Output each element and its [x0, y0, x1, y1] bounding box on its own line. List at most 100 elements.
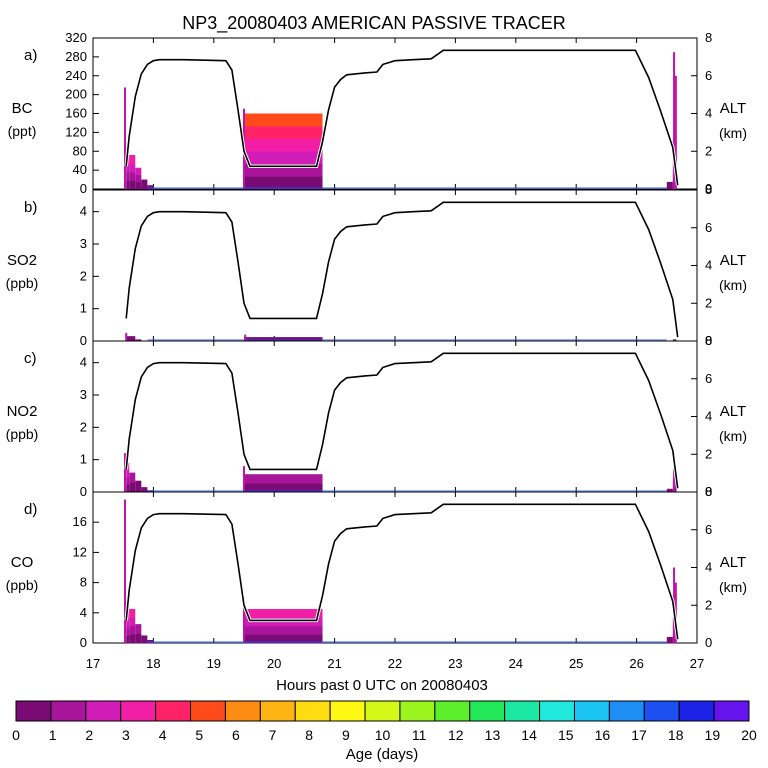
colorbar-tick-label: 10	[375, 727, 391, 743]
colorbar-tick-label: 13	[485, 727, 501, 743]
y-tick-label: 4	[80, 355, 87, 370]
plume-bar	[126, 477, 130, 486]
colorbar-tick-label: 3	[122, 727, 130, 743]
unit-label: (ppt)	[8, 123, 37, 139]
plume-bar	[244, 474, 323, 484]
plume-bar	[126, 336, 136, 342]
plume-bar	[126, 470, 130, 478]
colorbar-swatch	[469, 700, 506, 722]
plume-bar	[135, 174, 142, 183]
colorbar-tick-label: 19	[705, 727, 721, 743]
unit-label: (ppb)	[6, 577, 39, 593]
y-tick-label: 1	[80, 301, 87, 316]
colorbar-tick-label: 7	[269, 727, 277, 743]
unit-label: (ppb)	[6, 426, 39, 442]
alt-tick-label: 6	[705, 371, 712, 386]
y-tick-label: 120	[65, 124, 87, 139]
altitude-line	[125, 49, 679, 186]
plume-bar	[244, 126, 323, 139]
plume-bar	[135, 633, 142, 644]
x-tick-label: 23	[448, 656, 462, 671]
plume-bar	[672, 339, 677, 342]
colorbar-swatch	[85, 700, 122, 722]
altitude-halo	[124, 502, 680, 640]
y-tick-label: 2	[80, 268, 87, 283]
species-label: NO2	[7, 403, 38, 420]
y-tick-label: 12	[73, 544, 87, 559]
colorbar-tick-label: 12	[448, 727, 464, 743]
alt-tick-label: 0	[705, 635, 712, 650]
plume-bar	[135, 624, 142, 634]
alt-unit-label: (km)	[719, 428, 747, 444]
colorbar-swatch	[608, 700, 645, 722]
species-label: SO2	[7, 252, 37, 269]
alt-tick-label: 2	[705, 143, 712, 158]
plume-bar	[135, 339, 142, 342]
background-tracer	[147, 339, 667, 341]
plume-bar	[129, 617, 136, 627]
alt-tick-label: 0	[705, 333, 712, 348]
panel-so2: 0 1 2 3 4 0 2 4 6 8 b) SO2 (ppb) ALT (km)	[6, 182, 747, 348]
x-tick-label: 20	[267, 656, 281, 671]
y-tick-label: 2	[80, 419, 87, 434]
colorbar-swatch	[364, 700, 401, 722]
alt-unit-label: (km)	[719, 579, 747, 595]
y-tick-label: 200	[65, 87, 87, 102]
colorbar-tick-label: 11	[412, 727, 427, 743]
plume-bar	[244, 113, 323, 127]
colorbar-tick-label: 2	[85, 727, 93, 743]
y-tick-label: 40	[73, 162, 87, 177]
colorbar-swatch	[294, 700, 331, 722]
altitude-halo	[124, 48, 680, 186]
plume-bar	[666, 488, 673, 493]
plume-bar	[129, 634, 136, 644]
alt-tick-label: 4	[705, 258, 712, 273]
colorbar-tick-label: 14	[521, 727, 537, 743]
colorbar-tick-label: 0	[12, 727, 20, 743]
x-tick-label: 19	[207, 656, 221, 671]
alt-tick-label: 8	[705, 182, 712, 197]
plume-bar	[244, 138, 323, 152]
altitude-line	[125, 503, 679, 640]
panel-tag: a)	[24, 47, 37, 64]
alt-tick-label: 6	[705, 220, 712, 235]
altitude-line	[125, 201, 679, 338]
colorbar-tick-label: 8	[305, 727, 313, 743]
colorbar-swatch	[504, 700, 541, 722]
colorbar-tick-label: 6	[232, 727, 240, 743]
altitude-halo	[124, 200, 680, 338]
colorbar: 0 1 2 3 4 5 6 7 8 9 10 11 12 13 14 15 16 17 18 19 20	[12, 700, 757, 743]
plume-bar	[244, 151, 323, 165]
panels: 0408012016020024028032002468a)BC(ppt)ALT…	[6, 30, 747, 650]
x-tick-label: 25	[569, 656, 583, 671]
colorbar-tick-label: 5	[195, 727, 203, 743]
plume-bar	[129, 626, 136, 635]
plume-bar	[126, 180, 130, 190]
panel-no2: 0 1 2 3 4 0 2 4 6 8 c) NO2 (ppb) ALT (km)	[6, 333, 747, 499]
x-tick-label: 17	[86, 656, 100, 671]
alt-tick-label: 4	[705, 409, 712, 424]
colorbar-swatch	[120, 700, 157, 722]
alt-tick-label: 8	[705, 484, 712, 499]
y-tick-label: 0	[80, 333, 87, 348]
y-tick-label: 3	[80, 387, 87, 402]
panel-tag: d)	[24, 501, 37, 518]
alt-label: ALT	[720, 252, 746, 269]
x-axis-label: Hours past 0 UTC on 20080403	[276, 677, 488, 694]
colorbar-swatch	[573, 700, 610, 722]
alt-unit-label: (km)	[719, 277, 747, 293]
plume-bar	[141, 179, 148, 190]
plume-bar	[135, 167, 142, 176]
y-tick-label: 0	[80, 181, 87, 196]
y-tick-label: 280	[65, 49, 87, 64]
plume-bar	[129, 163, 136, 173]
x-tick-label: 26	[629, 656, 643, 671]
colorbar-swatch	[399, 700, 436, 722]
plume-bar	[666, 636, 673, 644]
plume-bar	[666, 181, 673, 190]
colorbar-swatch	[50, 700, 87, 722]
plume-bar	[129, 609, 136, 618]
colorbar-swatch	[224, 700, 261, 722]
panel-tag: c)	[24, 350, 37, 367]
colorbar-tick-label: 20	[741, 727, 757, 743]
